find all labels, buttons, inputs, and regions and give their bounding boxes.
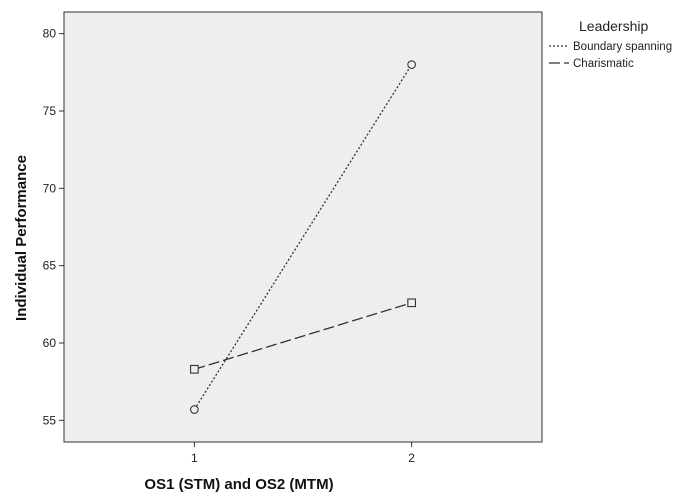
legend-label-boundary-spanning: Boundary spanning (573, 41, 672, 53)
legend-title: Leadership (579, 18, 648, 34)
legend: Leadership Boundary spanning Charismatic (549, 18, 672, 70)
y-tick-label: 55 (43, 413, 57, 427)
data-point-charismatic (190, 364, 199, 374)
y-tick-label: 65 (43, 259, 57, 273)
data-point-charismatic (407, 298, 416, 308)
y-axis-title: Individual Performance (13, 155, 30, 321)
data-point-boundary-spanning (407, 60, 416, 69)
x-tick-label: 1 (191, 451, 198, 465)
series-layer (190, 60, 416, 414)
y-tick-label: 80 (43, 27, 57, 41)
legend-label-charismatic: Charismatic (573, 58, 634, 70)
y-tick-label: 60 (43, 336, 57, 350)
y-tick-label: 75 (43, 104, 57, 118)
x-tick-label: 2 (408, 451, 415, 465)
legend-items: Boundary spanning Charismatic (549, 41, 672, 70)
data-point-boundary-spanning (190, 405, 199, 414)
y-tick-label: 70 (43, 181, 57, 195)
y-axis: 55 60 65 70 75 80 (43, 27, 64, 427)
plot-area (63, 11, 543, 443)
series-line-charismatic (194, 302, 412, 370)
x-axis-title: OS1 (STM) and OS2 (MTM) (144, 476, 333, 493)
